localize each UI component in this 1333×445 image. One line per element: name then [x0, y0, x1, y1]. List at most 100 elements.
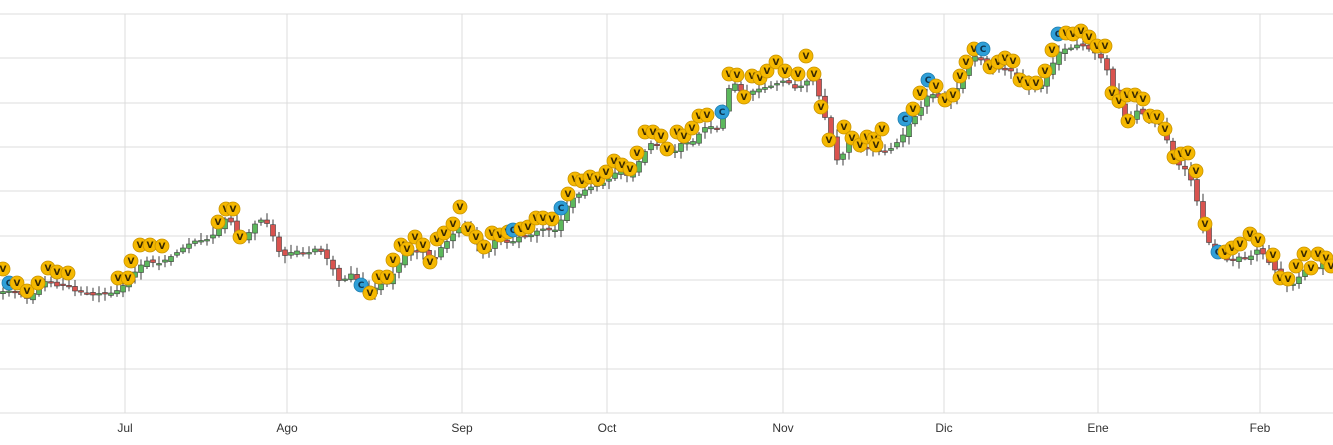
marker-circle — [436, 225, 452, 241]
candle-body-up — [774, 83, 780, 86]
marker-circle — [560, 186, 576, 202]
marker-v: V — [399, 241, 415, 257]
marker-circle — [653, 128, 669, 144]
candle — [228, 215, 234, 226]
marker-label: V — [45, 264, 52, 274]
candle — [90, 287, 96, 301]
marker-v: V — [813, 99, 829, 115]
candle — [306, 246, 312, 259]
candle-body-up — [210, 234, 216, 239]
marker-v: V — [452, 199, 468, 215]
marker-label: V — [450, 220, 457, 230]
candle-body-down — [786, 80, 792, 84]
marker-label: C — [6, 279, 13, 289]
marker-circle — [1323, 258, 1333, 274]
candle-body-down — [792, 84, 798, 89]
marker-v: V — [1180, 145, 1196, 161]
marker-circle — [897, 111, 913, 127]
marker-circle — [225, 201, 241, 217]
marker-label: V — [773, 58, 780, 68]
marker-label: V — [549, 215, 556, 225]
candle — [294, 245, 300, 258]
marker-label: V — [757, 74, 764, 84]
marker-v: V — [1044, 42, 1060, 58]
marker-label: V — [125, 274, 132, 284]
marker-circle — [1005, 53, 1021, 69]
marker-v: V — [544, 211, 560, 227]
marker-v: V — [736, 89, 752, 105]
marker-circle — [120, 270, 136, 286]
marker-label: V — [1154, 113, 1161, 123]
marker-v: V — [836, 119, 852, 135]
marker-label: V — [404, 245, 411, 255]
candle-body-up — [1254, 249, 1260, 255]
candle — [252, 220, 258, 241]
marker-circle — [452, 199, 468, 215]
marker-v: V — [476, 239, 492, 255]
marker-v: V — [30, 275, 46, 291]
candle-body-up — [378, 283, 384, 291]
marker-v: V — [415, 237, 431, 253]
marker-v: V — [1265, 247, 1281, 263]
marker-label: V — [457, 203, 464, 213]
marker-label: V — [1102, 42, 1109, 52]
candle-body-down — [336, 267, 342, 281]
marker-label: C — [358, 281, 365, 291]
marker-label: V — [634, 149, 641, 159]
marker-label: V — [1328, 262, 1333, 272]
marker-v: V — [445, 216, 461, 232]
candle-body-up — [972, 56, 978, 62]
marker-circle — [1265, 247, 1281, 263]
marker-label: V — [147, 241, 154, 251]
marker-v: V — [19, 283, 35, 299]
candle — [1296, 271, 1302, 289]
marker-circle — [476, 239, 492, 255]
marker-label: V — [1025, 79, 1032, 89]
marker-v: V — [1250, 232, 1266, 248]
marker-v: V — [653, 128, 669, 144]
candle — [792, 80, 798, 91]
candle-body-up — [294, 250, 300, 255]
candle-body-up — [342, 278, 348, 281]
candle-body-up — [888, 148, 894, 151]
marker-v: V — [1037, 63, 1053, 79]
candle-body-down — [228, 217, 234, 223]
candle — [0, 287, 6, 300]
candle-body-down — [882, 150, 888, 153]
marker-label: V — [1285, 275, 1292, 285]
candle-body-up — [306, 252, 312, 255]
candle-body-up — [492, 240, 498, 249]
candle — [336, 264, 342, 287]
marker-circle — [952, 68, 968, 84]
marker-label: V — [950, 91, 957, 101]
marker-v: V — [1188, 163, 1204, 179]
marker-label: V — [0, 265, 7, 275]
x-tick-label: Oct — [598, 421, 617, 435]
marker-label: V — [434, 235, 441, 245]
marker-label: V — [489, 229, 496, 239]
marker-circle — [874, 121, 890, 137]
marker-v: V — [912, 85, 928, 101]
marker-circle — [684, 120, 700, 136]
candle — [300, 247, 306, 257]
candle — [768, 81, 774, 90]
marker-label: V — [441, 229, 448, 239]
candle-body-down — [1104, 58, 1110, 71]
candle-body-down — [90, 292, 96, 296]
marker-label: V — [826, 136, 833, 146]
candle-body-up — [1296, 276, 1302, 284]
marker-label: V — [811, 70, 818, 80]
marker-label: V — [1222, 248, 1229, 258]
marker-circle — [806, 66, 822, 82]
candle-body-up — [930, 94, 936, 99]
candle — [840, 151, 846, 166]
candle — [198, 233, 204, 245]
marker-label: V — [664, 145, 671, 155]
candle — [540, 224, 546, 237]
marker-label: V — [681, 132, 688, 142]
candle — [330, 255, 336, 276]
marker-v: V — [952, 68, 968, 84]
candle-body-up — [612, 172, 618, 179]
candle — [834, 129, 840, 165]
candle-body-up — [780, 80, 786, 83]
